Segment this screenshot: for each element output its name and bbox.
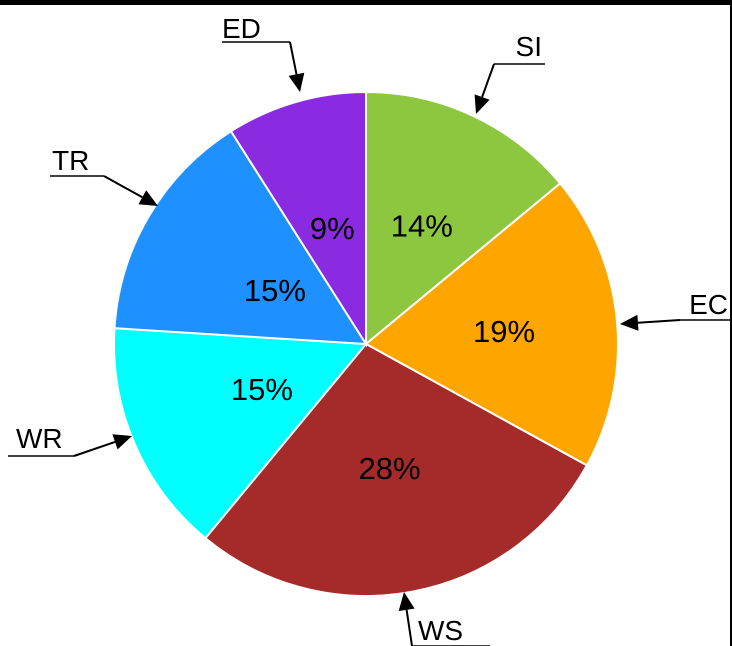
pie-slice-si (365, 90, 562, 347)
pie-slice-ed (229, 90, 367, 348)
pie-percent-labels: 14%19%28%15%15%9% (231, 208, 535, 485)
top-border (0, 0, 732, 5)
arrowhead-icon (288, 72, 305, 92)
callout-ec: EC (620, 289, 730, 331)
pie-slice-wr (113, 327, 369, 540)
percent-label-si: 14% (391, 208, 453, 243)
callout-si: SI (474, 31, 545, 114)
category-label-si: SI (516, 31, 542, 62)
percent-label-ws: 28% (359, 451, 421, 486)
callout-ws: WS (398, 592, 490, 646)
arrowhead-icon (138, 190, 158, 206)
percent-label-ed: 9% (310, 211, 355, 246)
arrowhead-icon (620, 314, 639, 331)
arrowhead-icon (112, 434, 132, 450)
arrowhead-icon (398, 592, 415, 611)
pie-slice-tr (113, 129, 368, 346)
category-label-tr: TR (52, 145, 89, 176)
pie-slice-ec (364, 181, 619, 467)
arrowhead-icon (474, 94, 490, 114)
pie-callouts: SI EC WS WR TR ED (8, 13, 730, 646)
percent-label-ec: 19% (473, 314, 535, 349)
category-label-ec: EC (689, 289, 728, 320)
category-label-wr: WR (16, 423, 63, 454)
percent-label-tr: 15% (244, 273, 306, 308)
category-label-ed: ED (222, 13, 261, 44)
category-label-ws: WS (418, 615, 463, 646)
callout-tr: TR (50, 145, 158, 206)
pie-slice-ws (203, 342, 589, 597)
right-border (730, 0, 732, 646)
pie-slices (113, 90, 619, 597)
callout-wr: WR (8, 423, 132, 457)
percent-label-wr: 15% (231, 372, 293, 407)
callout-ed: ED (222, 13, 305, 92)
